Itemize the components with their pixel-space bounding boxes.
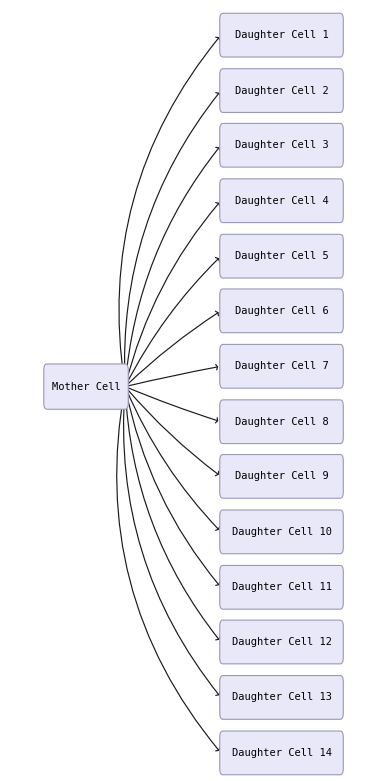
FancyBboxPatch shape xyxy=(220,620,343,664)
FancyBboxPatch shape xyxy=(220,289,343,333)
FancyBboxPatch shape xyxy=(220,400,343,444)
FancyBboxPatch shape xyxy=(220,234,343,278)
Text: Daughter Cell 14: Daughter Cell 14 xyxy=(231,748,332,758)
FancyBboxPatch shape xyxy=(220,676,343,719)
Text: Daughter Cell 10: Daughter Cell 10 xyxy=(231,527,332,537)
FancyBboxPatch shape xyxy=(220,69,343,112)
Text: Daughter Cell 7: Daughter Cell 7 xyxy=(235,362,328,371)
Text: Daughter Cell 6: Daughter Cell 6 xyxy=(235,306,328,316)
Text: Mother Cell: Mother Cell xyxy=(52,382,120,391)
Text: Daughter Cell 3: Daughter Cell 3 xyxy=(235,141,328,150)
Text: Daughter Cell 13: Daughter Cell 13 xyxy=(231,693,332,702)
FancyBboxPatch shape xyxy=(220,179,343,223)
Text: Daughter Cell 9: Daughter Cell 9 xyxy=(235,472,328,481)
FancyBboxPatch shape xyxy=(220,731,343,775)
Text: Daughter Cell 1: Daughter Cell 1 xyxy=(235,30,328,40)
FancyBboxPatch shape xyxy=(220,123,343,167)
FancyBboxPatch shape xyxy=(220,455,343,498)
Text: Daughter Cell 12: Daughter Cell 12 xyxy=(231,637,332,647)
FancyBboxPatch shape xyxy=(44,364,128,409)
Text: Daughter Cell 2: Daughter Cell 2 xyxy=(235,86,328,95)
FancyBboxPatch shape xyxy=(220,344,343,388)
FancyBboxPatch shape xyxy=(220,510,343,554)
Text: Daughter Cell 8: Daughter Cell 8 xyxy=(235,417,328,426)
FancyBboxPatch shape xyxy=(220,13,343,57)
FancyBboxPatch shape xyxy=(220,565,343,609)
Text: Daughter Cell 4: Daughter Cell 4 xyxy=(235,196,328,205)
Text: Daughter Cell 11: Daughter Cell 11 xyxy=(231,583,332,592)
Text: Daughter Cell 5: Daughter Cell 5 xyxy=(235,251,328,261)
